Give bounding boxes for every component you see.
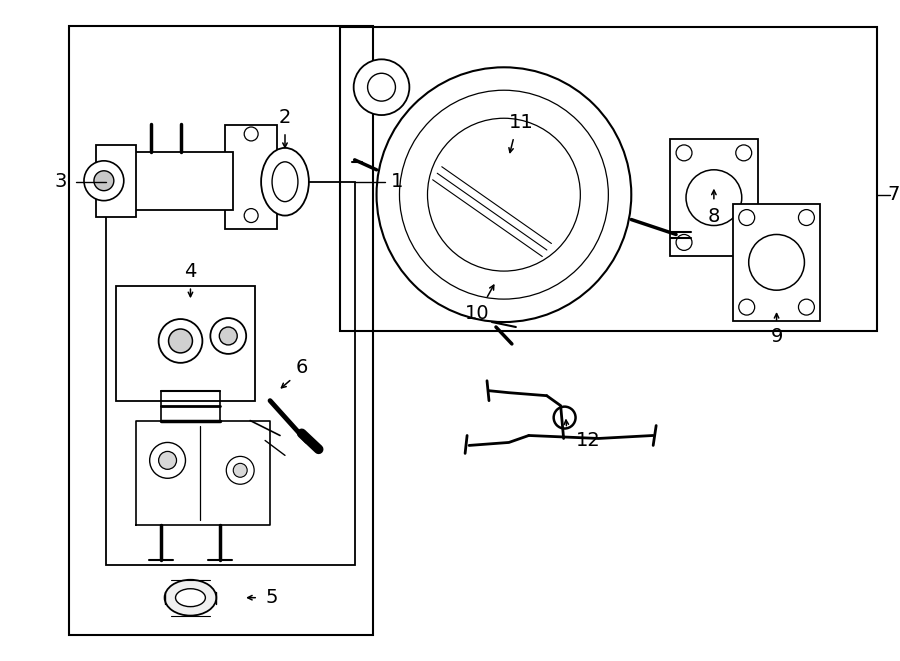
Circle shape: [736, 145, 752, 161]
Circle shape: [739, 299, 755, 315]
Circle shape: [376, 67, 631, 322]
Ellipse shape: [261, 148, 309, 215]
Circle shape: [554, 407, 576, 428]
Text: 11: 11: [508, 112, 533, 132]
Bar: [69, 26, 373, 635]
Text: 8: 8: [707, 207, 720, 226]
Bar: [670, 139, 758, 256]
Circle shape: [149, 442, 185, 479]
Circle shape: [244, 127, 258, 141]
Circle shape: [676, 145, 692, 161]
Text: 12: 12: [576, 431, 601, 450]
Circle shape: [158, 319, 202, 363]
Bar: [116, 286, 255, 401]
Circle shape: [94, 171, 113, 190]
Circle shape: [798, 210, 814, 225]
Text: 2: 2: [279, 108, 292, 126]
Text: 3: 3: [55, 173, 68, 191]
Circle shape: [211, 318, 247, 354]
Circle shape: [676, 235, 692, 251]
Text: 5: 5: [266, 588, 278, 607]
Text: 10: 10: [464, 303, 490, 323]
Ellipse shape: [176, 589, 205, 607]
Circle shape: [749, 235, 805, 290]
Circle shape: [168, 329, 193, 353]
Bar: [106, 182, 355, 565]
Ellipse shape: [272, 162, 298, 202]
Circle shape: [220, 327, 238, 345]
Bar: [733, 204, 821, 321]
Circle shape: [428, 118, 580, 271]
Circle shape: [367, 73, 395, 101]
Text: 1: 1: [392, 173, 403, 191]
Circle shape: [686, 170, 742, 225]
Circle shape: [736, 235, 752, 251]
Ellipse shape: [165, 580, 216, 615]
Text: 6: 6: [296, 358, 308, 377]
Text: 9: 9: [770, 327, 783, 346]
Circle shape: [226, 456, 254, 485]
Circle shape: [798, 299, 814, 315]
Bar: [225, 125, 277, 229]
Bar: [96, 145, 136, 217]
Circle shape: [233, 463, 248, 477]
Circle shape: [84, 161, 124, 201]
Bar: [113, 152, 233, 210]
Circle shape: [158, 451, 176, 469]
Circle shape: [400, 90, 608, 299]
Text: 4: 4: [184, 262, 196, 281]
Circle shape: [354, 59, 410, 115]
Circle shape: [244, 209, 258, 223]
Circle shape: [739, 210, 755, 225]
Text: 7: 7: [887, 185, 900, 204]
Bar: [339, 28, 878, 331]
